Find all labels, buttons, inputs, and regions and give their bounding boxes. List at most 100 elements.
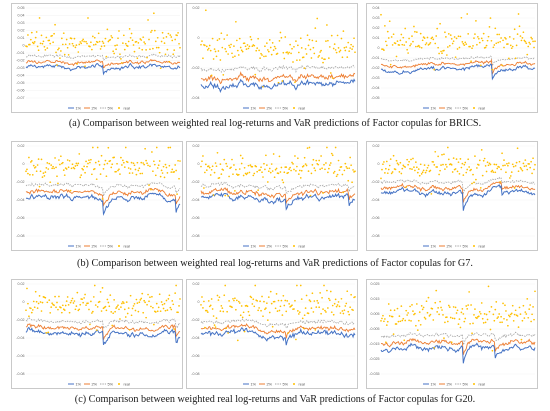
real-point — [215, 55, 218, 58]
real-point — [484, 46, 487, 49]
real-point — [250, 296, 253, 299]
real-point — [525, 42, 528, 45]
real-point — [143, 41, 146, 43]
real-point — [274, 47, 277, 50]
real-point — [131, 39, 134, 42]
real-point — [307, 170, 310, 172]
real-point — [41, 176, 44, 178]
real-point — [397, 320, 400, 323]
real-point — [67, 303, 70, 306]
real-point — [481, 39, 484, 42]
real-point — [263, 300, 265, 303]
real-point — [299, 284, 302, 287]
real-point — [403, 339, 406, 342]
real-point — [157, 164, 160, 167]
real-point — [489, 328, 492, 331]
real-point — [128, 172, 131, 174]
real-point — [124, 146, 127, 149]
real-point — [132, 44, 135, 46]
real-point — [299, 177, 302, 179]
real-point — [452, 306, 455, 308]
real-point — [313, 52, 316, 55]
real-point — [474, 33, 476, 35]
real-point — [501, 152, 503, 155]
real-point — [290, 52, 292, 55]
real-point — [155, 146, 158, 149]
real-point — [348, 167, 351, 170]
real-point — [432, 38, 435, 41]
real-point — [73, 300, 76, 302]
real-point — [29, 43, 31, 46]
real-point — [427, 296, 430, 299]
real-point — [265, 307, 267, 309]
real-point — [117, 304, 119, 307]
y-tick-label: -0.06 — [191, 216, 199, 220]
real-point — [25, 170, 27, 173]
real-point — [320, 312, 322, 315]
series-line-1pct — [25, 192, 181, 216]
real-point — [520, 39, 523, 42]
real-point — [513, 187, 516, 189]
real-point — [434, 301, 437, 304]
real-point — [220, 32, 223, 35]
real-point — [354, 51, 356, 54]
real-point — [524, 40, 527, 43]
real-point — [425, 300, 428, 303]
real-point — [451, 171, 454, 173]
real-point — [76, 164, 79, 167]
real-point — [419, 32, 422, 35]
real-point — [410, 158, 412, 161]
y-tick-label: 0.005 — [371, 312, 380, 316]
real-point — [484, 321, 487, 324]
real-point — [457, 323, 460, 325]
real-point — [44, 48, 47, 51]
real-point — [88, 308, 90, 311]
y-tick-label: -0.04 — [191, 198, 199, 202]
real-point — [233, 45, 235, 47]
real-point — [384, 167, 387, 170]
real-point — [247, 310, 250, 313]
real-point — [349, 156, 352, 159]
y-tick-label: 0 — [378, 46, 380, 50]
real-point — [34, 166, 37, 168]
real-point — [344, 162, 347, 165]
real-point — [117, 37, 119, 40]
real-point — [70, 167, 73, 170]
real-point — [407, 312, 409, 314]
real-point — [287, 171, 290, 174]
real-point — [179, 46, 181, 49]
real-point — [287, 332, 290, 334]
real-point — [314, 27, 317, 29]
real-point — [109, 159, 112, 162]
real-point — [274, 168, 277, 171]
y-tick-label: -0.06 — [371, 216, 379, 220]
real-point — [138, 47, 141, 49]
real-point — [95, 178, 98, 181]
real-point — [512, 38, 515, 40]
real-point — [177, 311, 179, 314]
real-point — [68, 43, 71, 45]
real-point — [101, 198, 104, 200]
real-point — [142, 36, 145, 39]
y-tick-label: -0.005 — [369, 327, 379, 331]
real-point — [488, 310, 491, 313]
legend-label: 5% — [463, 382, 469, 386]
real-point — [454, 168, 457, 170]
real-point — [85, 160, 87, 163]
real-point — [137, 42, 140, 44]
real-point — [226, 34, 228, 36]
real-point — [496, 167, 499, 170]
legend-swatch — [118, 245, 120, 247]
real-point — [32, 164, 35, 167]
real-point — [430, 193, 433, 195]
real-point — [37, 49, 40, 52]
real-point — [247, 164, 250, 167]
real-point — [299, 37, 302, 40]
real-point — [333, 170, 336, 173]
chart-panel-brics-2: 0.02 0 -0.02 -0.04 1% 2% 5% real — [186, 3, 358, 113]
real-point — [315, 306, 318, 308]
real-point — [261, 171, 263, 174]
real-point — [55, 306, 57, 309]
real-point — [418, 46, 421, 48]
real-point — [392, 333, 395, 335]
